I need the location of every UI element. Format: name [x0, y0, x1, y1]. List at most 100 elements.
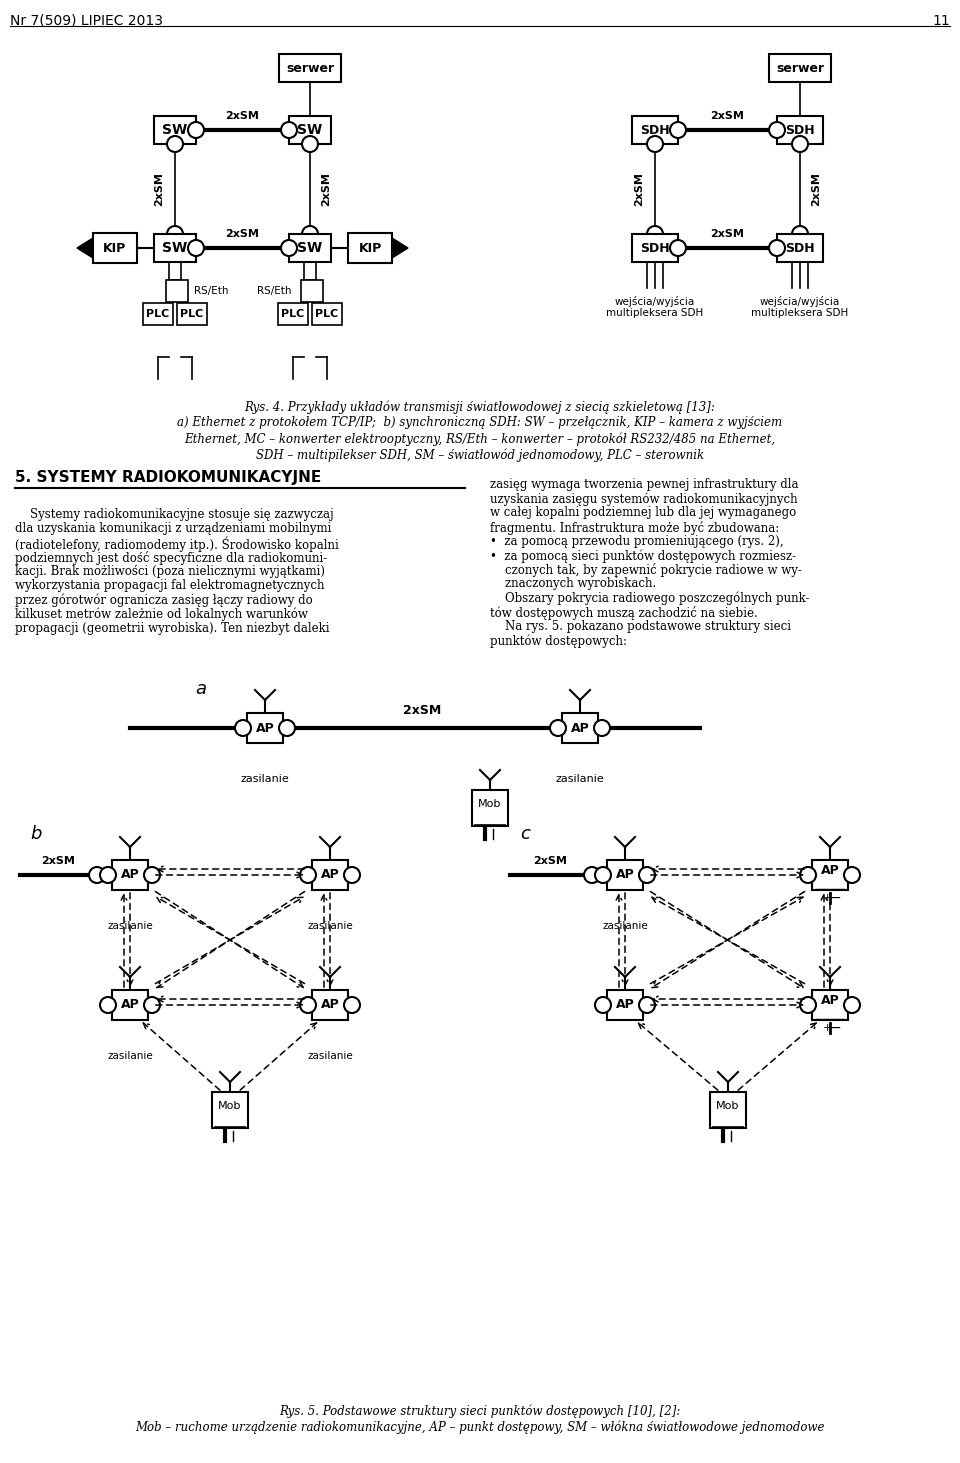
- Bar: [177, 303, 207, 325]
- Text: PLC: PLC: [180, 309, 204, 319]
- Circle shape: [279, 720, 295, 736]
- Bar: [212, 1091, 248, 1128]
- Text: AP: AP: [615, 869, 635, 882]
- Text: zasilanie: zasilanie: [241, 774, 289, 784]
- Text: SDH – multipilekser SDH, SM – światłowód jednomodowy, PLC – sterownik: SDH – multipilekser SDH, SM – światłowód…: [256, 448, 704, 461]
- Bar: [632, 234, 678, 262]
- Bar: [289, 116, 331, 143]
- Circle shape: [769, 240, 785, 256]
- Text: −: −: [829, 1021, 841, 1034]
- Text: KIP: KIP: [358, 241, 382, 255]
- Text: SDH: SDH: [640, 241, 670, 255]
- Circle shape: [300, 996, 316, 1012]
- Text: podziemnych jest dość specyficzne dla radiokomuni-: podziemnych jest dość specyficzne dla ra…: [15, 550, 327, 565]
- Text: Systemy radiokomunikacyjne stosuje się zazwyczaj: Systemy radiokomunikacyjne stosuje się z…: [15, 508, 334, 521]
- Circle shape: [167, 136, 183, 152]
- Text: punktów dostępowych:: punktów dostępowych:: [490, 633, 627, 648]
- Text: b: b: [30, 825, 41, 843]
- Circle shape: [584, 868, 600, 884]
- Bar: [312, 303, 342, 325]
- Circle shape: [302, 225, 318, 241]
- Text: AP: AP: [321, 999, 340, 1011]
- Text: kacji. Brak możliwości (poza nielicznymi wyjątkami): kacji. Brak możliwości (poza nielicznymi…: [15, 565, 325, 578]
- Text: Ethernet, MC – konwerter elektrooptyczny, RS/Eth – konwerter – protokół RS232/48: Ethernet, MC – konwerter elektrooptyczny…: [184, 432, 776, 446]
- Text: PLC: PLC: [316, 309, 339, 319]
- Text: Nr 7(509) LIPIEC 2013: Nr 7(509) LIPIEC 2013: [10, 15, 163, 28]
- Circle shape: [188, 121, 204, 138]
- Text: wejścia/wyjścia: wejścia/wyjścia: [760, 296, 840, 307]
- Text: fragmentu. Infrastruktura może być zbudowana:: fragmentu. Infrastruktura może być zbudo…: [490, 521, 780, 534]
- Text: AP: AP: [121, 999, 139, 1011]
- Circle shape: [595, 996, 611, 1012]
- Text: AP: AP: [570, 721, 589, 734]
- Text: multipleksera SDH: multipleksera SDH: [752, 309, 849, 317]
- Text: •  za pomocą sieci punktów dostępowych rozmiesz-: • za pomocą sieci punktów dostępowych ro…: [490, 549, 796, 562]
- Text: 2xSM: 2xSM: [226, 111, 259, 121]
- Text: 2xSM: 2xSM: [154, 173, 164, 206]
- Polygon shape: [77, 238, 93, 257]
- Text: PLC: PLC: [281, 309, 304, 319]
- Circle shape: [670, 121, 686, 138]
- Circle shape: [302, 136, 318, 152]
- Text: 2xSM: 2xSM: [634, 173, 644, 206]
- Text: czonych tak, by zapewnić pokrycie radiowe w wy-: czonych tak, by zapewnić pokrycie radiow…: [490, 563, 802, 578]
- Text: SDH: SDH: [785, 123, 815, 136]
- Circle shape: [144, 868, 160, 884]
- Text: serwer: serwer: [286, 61, 334, 75]
- Text: znaczonych wyrobiskach.: znaczonych wyrobiskach.: [490, 578, 657, 591]
- Text: Rys. 4. Przykłady układów transmisji światłowodowej z siecią szkieletową [13]:: Rys. 4. Przykłady układów transmisji świ…: [245, 399, 715, 414]
- Text: wykorzystania propagacji fal elektromagnetycznych: wykorzystania propagacji fal elektromagn…: [15, 579, 324, 593]
- Text: serwer: serwer: [776, 61, 824, 75]
- Circle shape: [647, 225, 663, 241]
- Text: zasilanie: zasilanie: [307, 922, 353, 930]
- Text: zasilanie: zasilanie: [602, 922, 648, 930]
- Circle shape: [647, 136, 663, 152]
- Text: 2xSM: 2xSM: [321, 173, 331, 206]
- Text: AP: AP: [121, 869, 139, 882]
- Text: zasilanie: zasilanie: [108, 922, 153, 930]
- Bar: [247, 712, 283, 743]
- Bar: [710, 1091, 746, 1128]
- Bar: [143, 303, 173, 325]
- Text: 2xSM: 2xSM: [41, 856, 75, 866]
- Bar: [607, 990, 643, 1020]
- Text: zasilanie: zasilanie: [108, 1050, 153, 1061]
- Bar: [166, 279, 188, 301]
- Bar: [312, 860, 348, 890]
- Bar: [562, 712, 598, 743]
- Circle shape: [188, 240, 204, 256]
- Circle shape: [344, 868, 360, 884]
- Circle shape: [595, 868, 611, 884]
- Text: Mob: Mob: [478, 799, 502, 809]
- Text: kilkuset metrów zależnie od lokalnych warunków: kilkuset metrów zależnie od lokalnych wa…: [15, 607, 308, 620]
- Bar: [112, 860, 148, 890]
- Bar: [93, 233, 137, 263]
- Circle shape: [100, 996, 116, 1012]
- Bar: [632, 116, 678, 143]
- Bar: [312, 990, 348, 1020]
- Text: multipleksera SDH: multipleksera SDH: [607, 309, 704, 317]
- Text: AP: AP: [615, 999, 635, 1011]
- Circle shape: [792, 225, 808, 241]
- Text: AP: AP: [321, 869, 340, 882]
- Bar: [154, 234, 196, 262]
- Circle shape: [344, 996, 360, 1012]
- Circle shape: [281, 121, 297, 138]
- Bar: [812, 860, 848, 890]
- Text: RS/Eth: RS/Eth: [194, 285, 228, 296]
- Text: AP: AP: [821, 865, 839, 878]
- Text: 2xSM: 2xSM: [226, 230, 259, 238]
- Bar: [112, 990, 148, 1020]
- Text: tów dostępowych muszą zachodzić na siebie.: tów dostępowych muszą zachodzić na siebi…: [490, 606, 757, 620]
- Text: +: +: [823, 892, 831, 903]
- Circle shape: [89, 868, 105, 884]
- Bar: [777, 116, 823, 143]
- Circle shape: [800, 996, 816, 1012]
- Text: Mob – ruchome urządzenie radiokomunikacyjne, AP – punkt dostępowy, SM – włókna ś: Mob – ruchome urządzenie radiokomunikacy…: [135, 1421, 825, 1435]
- Text: a: a: [195, 680, 206, 698]
- Text: SW: SW: [162, 241, 187, 255]
- Circle shape: [670, 240, 686, 256]
- Bar: [348, 233, 392, 263]
- Text: 2xSM: 2xSM: [710, 111, 744, 121]
- Bar: [812, 990, 848, 1020]
